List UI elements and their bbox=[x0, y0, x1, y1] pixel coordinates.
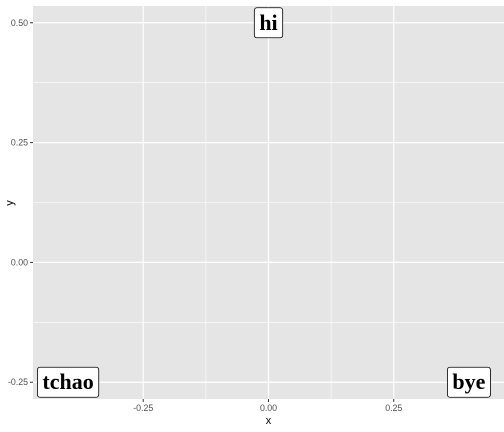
x-axis: -0.25 0.00 0.25 bbox=[133, 399, 402, 413]
point-label-bye: bye bbox=[447, 366, 491, 398]
point-label-tchao: tchao bbox=[37, 366, 100, 398]
label-box bbox=[253, 7, 284, 39]
x-tick-label: 0.25 bbox=[385, 403, 402, 413]
label-box bbox=[447, 366, 491, 398]
label-box bbox=[37, 366, 100, 398]
y-axis-title: y bbox=[4, 200, 16, 206]
y-tick-label: 0.25 bbox=[11, 138, 28, 148]
x-tick-label: 0.00 bbox=[260, 403, 277, 413]
y-tick-label: -0.25 bbox=[8, 377, 28, 387]
point-labels: hi tchao bye bbox=[37, 7, 491, 398]
label-text: hi bbox=[259, 10, 277, 35]
grid-lines bbox=[33, 6, 504, 399]
x-tick-label: -0.25 bbox=[133, 403, 153, 413]
label-text: bye bbox=[452, 369, 485, 394]
y-tick-label: 0.50 bbox=[11, 18, 28, 28]
y-tick-label: 0.00 bbox=[11, 257, 28, 267]
label-text: tchao bbox=[42, 369, 93, 394]
x-axis-title: x bbox=[266, 415, 272, 427]
y-axis: -0.25 0.00 0.25 0.50 bbox=[8, 18, 33, 387]
point-label-hi: hi bbox=[253, 7, 284, 39]
